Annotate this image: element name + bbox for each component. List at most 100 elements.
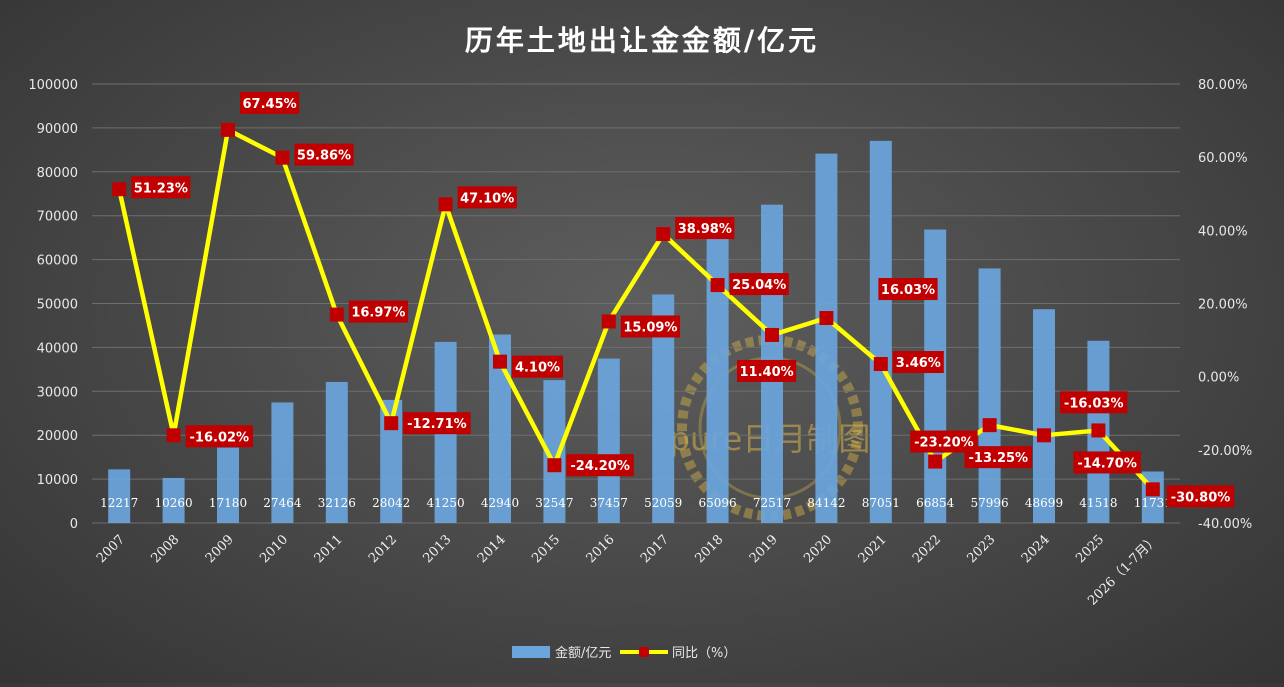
x-tick-label: 2022 <box>910 532 944 566</box>
yoy-label-box <box>566 454 634 477</box>
bar <box>815 153 838 523</box>
y-right-tick-label: 40.00% <box>1198 224 1248 239</box>
bar-value-label: 17180 <box>209 496 247 510</box>
bar <box>217 447 239 523</box>
y-left-tick-label: 80000 <box>37 166 78 181</box>
bar-value-label: 10260 <box>155 496 193 510</box>
yoy-label-box <box>620 315 680 338</box>
yoy-marker <box>601 314 616 329</box>
bar-value-label: 37457 <box>590 496 628 510</box>
yoy-marker <box>765 327 779 342</box>
x-tick-label: 2020 <box>801 532 835 566</box>
bar-value-label: 66854 <box>916 496 955 510</box>
bar-value-label: 52059 <box>644 496 682 510</box>
bar-value-label: 87051 <box>862 496 900 510</box>
bar-value-label: 41250 <box>427 496 465 510</box>
yoy-label-box <box>1060 391 1128 414</box>
yoy-marker <box>1037 428 1051 443</box>
yoy-label: 38.98% <box>678 222 732 237</box>
x-tick-label: 2009 <box>203 532 237 566</box>
x-tick-label: 2023 <box>964 532 998 566</box>
bar-value-label: 41518 <box>1079 496 1117 510</box>
bar-value-label: 57996 <box>971 496 1009 510</box>
legend-label-bar: 金额/亿元 <box>555 645 611 661</box>
legend-label-line: 同比（%） <box>672 646 736 661</box>
x-tick-label: 2012 <box>366 532 400 566</box>
bar-value-label: 11731 <box>1134 496 1172 510</box>
bar <box>543 380 566 523</box>
y-left-tick-label: 100000 <box>28 78 78 93</box>
bar <box>489 334 511 523</box>
x-tick-label: 2025 <box>1073 532 1107 566</box>
yoy-marker <box>438 197 453 212</box>
yoy-label-box <box>348 300 408 323</box>
yoy-label: -23.20% <box>914 436 974 451</box>
bar-value-label: 84142 <box>807 496 845 510</box>
bar <box>162 477 185 523</box>
bar <box>380 399 403 523</box>
yoy-marker <box>656 227 671 242</box>
yoy-label: 59.86% <box>297 149 351 164</box>
x-tick-label: 2017 <box>638 532 672 566</box>
yoy-label: 11.40% <box>740 365 794 380</box>
yoy-marker <box>819 311 834 326</box>
yoy-label-box <box>403 412 471 435</box>
x-tick-label: 2011 <box>312 532 346 566</box>
yoy-marker <box>221 122 235 137</box>
yoy-label-box <box>964 446 1032 469</box>
chart-title: 历年土地出让金金额/亿元 <box>465 24 819 57</box>
yoy-marker <box>166 428 181 443</box>
y-left-tick-label: 50000 <box>37 298 78 313</box>
y-left-tick-label: 90000 <box>37 122 78 137</box>
yoy-label-box <box>675 217 735 240</box>
bar-value-label: 32126 <box>318 496 356 510</box>
y-right-tick-label: 20.00% <box>1198 298 1248 313</box>
x-tick-label: 2024 <box>1019 532 1053 566</box>
legend: 金额/亿元 同比（%） <box>512 645 736 661</box>
bar-value-label: 32547 <box>535 496 573 510</box>
yoy-label: 67.45% <box>243 97 297 112</box>
y-right-tick-label: -40.00% <box>1198 517 1252 532</box>
y-left-tick-label: 60000 <box>37 254 78 269</box>
bar <box>652 294 675 523</box>
bar-value-label: 42940 <box>481 496 519 510</box>
bar <box>924 229 947 524</box>
yoy-marker <box>329 307 344 322</box>
x-tick-label: 2013 <box>420 532 454 566</box>
bar-value-label: 65096 <box>699 496 737 510</box>
x-tick-label: 2016 <box>584 532 618 566</box>
yoy-label: 16.97% <box>351 306 405 321</box>
bar-value-label: 12217 <box>100 496 138 510</box>
y-left-tick-label: 20000 <box>37 429 78 444</box>
yoy-label: -24.20% <box>570 459 630 474</box>
yoy-label: -12.71% <box>407 417 467 432</box>
yoy-label-box <box>892 351 944 374</box>
yoy-label-box <box>729 273 789 296</box>
y-right-tick-label: 60.00% <box>1198 151 1248 166</box>
yoy-label-box <box>294 143 354 166</box>
bar-value-label: 48699 <box>1025 496 1063 510</box>
yoy-line <box>117 127 1155 491</box>
x-tick-label: 2018 <box>692 532 726 566</box>
x-tick-label: 2021 <box>856 532 890 566</box>
yoy-marker <box>275 150 290 165</box>
yoy-marker <box>112 182 127 197</box>
x-tick-label: 2014 <box>475 532 509 566</box>
yoy-marker <box>1145 482 1160 497</box>
yoy-label: 3.46% <box>896 356 941 371</box>
bar <box>325 381 348 523</box>
yoy-marker <box>710 278 725 293</box>
yoy-label: -16.03% <box>1064 396 1124 411</box>
y-left-tick-label: 0 <box>70 517 78 532</box>
x-tick-label: 2008 <box>148 532 182 566</box>
yoy-marker <box>493 354 507 369</box>
yoy-marker <box>384 416 399 431</box>
bar-value-label: 72517 <box>753 496 791 510</box>
yoy-label-box <box>737 359 797 382</box>
yoy-label: 16.03% <box>881 283 935 298</box>
y-left-tick-label: 10000 <box>37 473 78 488</box>
yoy-label-box <box>878 278 938 301</box>
yoy-label: -14.70% <box>1077 456 1137 471</box>
